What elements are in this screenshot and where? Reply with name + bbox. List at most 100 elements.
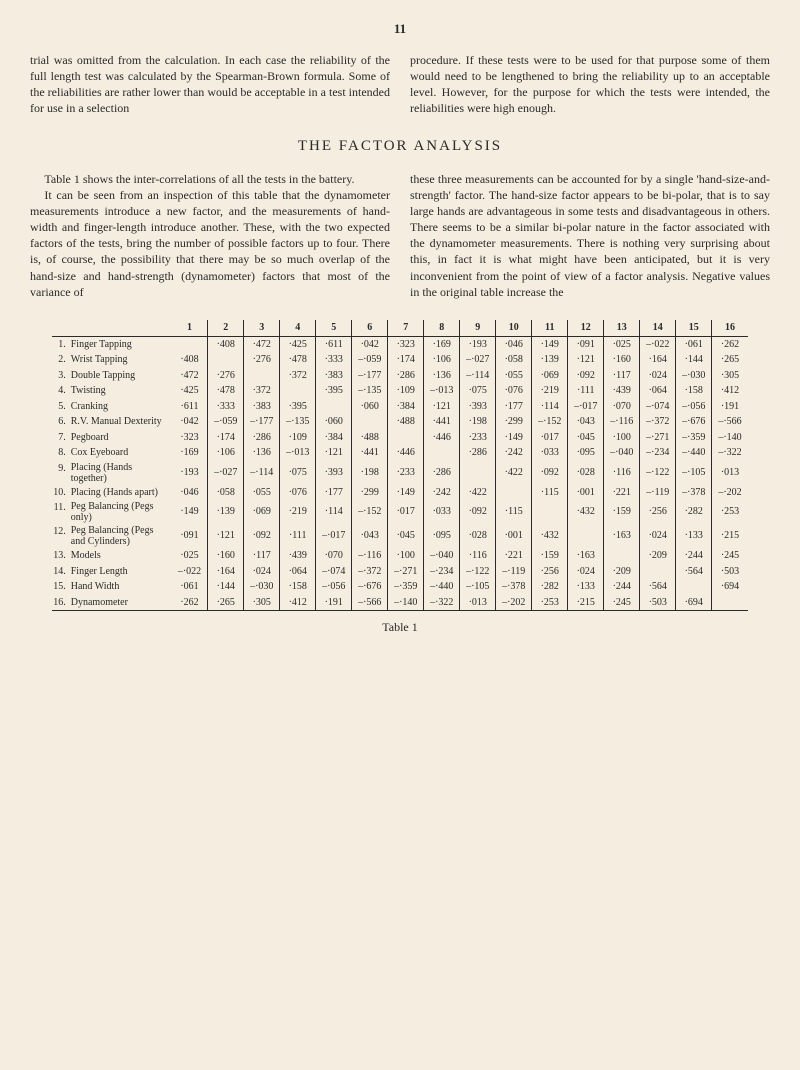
col-header: 5: [316, 320, 352, 336]
cell: ·092: [532, 461, 568, 485]
cell: ·158: [676, 383, 712, 399]
cell: ·025: [172, 548, 208, 564]
cell: –·040: [424, 548, 460, 564]
cell: ·111: [568, 383, 604, 399]
cell: ·262: [172, 595, 208, 611]
row-number: 12.: [52, 524, 70, 548]
cell: [460, 461, 496, 485]
cell: ·286: [244, 430, 280, 446]
cell: –·322: [712, 445, 748, 461]
cell: ·408: [172, 352, 208, 368]
row-number: 6.: [52, 414, 70, 430]
cell: ·174: [208, 430, 244, 446]
cell: –·056: [676, 399, 712, 415]
cell: ·064: [640, 383, 676, 399]
body-left-p2: It can be seen from an inspection of thi…: [30, 187, 390, 300]
cell: ·372: [280, 368, 316, 384]
cell: ·160: [604, 352, 640, 368]
cell: ·121: [424, 399, 460, 415]
cell: ·564: [676, 564, 712, 580]
cell: ·163: [604, 524, 640, 548]
cell: ·256: [640, 500, 676, 524]
cell: [316, 399, 352, 415]
cell: ·121: [316, 445, 352, 461]
cell: ·446: [388, 445, 424, 461]
cell: ·276: [208, 368, 244, 384]
cell: ·478: [280, 352, 316, 368]
cell: ·136: [424, 368, 460, 384]
cell: ·372: [244, 383, 280, 399]
cell: ·115: [532, 485, 568, 501]
table-row: 3.Double Tapping·472·276·372·383–·177·28…: [52, 368, 748, 384]
cell: –·013: [280, 445, 316, 461]
correlation-table: 1 2 3 4 5 6 7 8 9 10 11 12 13 14 15 16 1…: [52, 320, 748, 611]
cell: –·140: [712, 430, 748, 446]
cell: ·383: [316, 368, 352, 384]
cell: –·116: [352, 548, 388, 564]
cell: ·017: [532, 430, 568, 446]
cell: ·276: [244, 352, 280, 368]
cell: ·058: [496, 352, 532, 368]
table-row: 2.Wrist Tapping·408·276·478·333–·059·174…: [52, 352, 748, 368]
cell: ·256: [532, 564, 568, 580]
cell: –·140: [388, 595, 424, 611]
cell: –·566: [712, 414, 748, 430]
cell: ·694: [676, 595, 712, 611]
table-row: 7.Pegboard·323·174·286·109·384·488·446·2…: [52, 430, 748, 446]
cell: ·060: [352, 399, 388, 415]
cell: [424, 445, 460, 461]
cell: ·446: [424, 430, 460, 446]
cell: ·694: [712, 579, 748, 595]
cell: [712, 595, 748, 611]
cell: ·286: [424, 461, 460, 485]
cell: ·425: [280, 336, 316, 352]
table-header-row: 1 2 3 4 5 6 7 8 9 10 11 12 13 14 15 16: [52, 320, 748, 336]
row-label: Cranking: [70, 399, 172, 415]
cell: –·271: [640, 430, 676, 446]
col-header: 13: [604, 320, 640, 336]
cell: [172, 336, 208, 352]
cell: ·116: [460, 548, 496, 564]
cell: ·191: [712, 399, 748, 415]
row-number: 15.: [52, 579, 70, 595]
row-label: Finger Tapping: [70, 336, 172, 352]
cell: ·383: [244, 399, 280, 415]
intro-left: trial was omitted from the calculation. …: [30, 52, 390, 117]
cell: ·069: [244, 500, 280, 524]
cell: ·233: [460, 430, 496, 446]
body-left-p1: Table 1 shows the inter-correlations of …: [30, 171, 390, 187]
row-number: 1.: [52, 336, 70, 352]
cell: ·046: [172, 485, 208, 501]
cell: –·122: [640, 461, 676, 485]
cell: –·074: [640, 399, 676, 415]
cell: ·121: [208, 524, 244, 548]
cell: ·395: [280, 399, 316, 415]
col-header: 10: [496, 320, 532, 336]
body-right: these three measurements can be accounte…: [410, 171, 770, 301]
cell: ·024: [568, 564, 604, 580]
cell: –·122: [460, 564, 496, 580]
table-row: 14.Finger Length–·022·164·024·064–·074–·…: [52, 564, 748, 580]
cell: ·001: [568, 485, 604, 501]
cell: ·564: [640, 579, 676, 595]
row-label: Twisting: [70, 383, 172, 399]
cell: ·106: [424, 352, 460, 368]
cell: ·139: [208, 500, 244, 524]
cell: [496, 485, 532, 501]
intro-right: procedure. If these tests were to be use…: [410, 52, 770, 117]
page-number: 11: [30, 20, 770, 38]
cell: ·091: [172, 524, 208, 548]
cell: –·135: [352, 383, 388, 399]
col-header: 14: [640, 320, 676, 336]
cell: ·393: [316, 461, 352, 485]
cell: [604, 548, 640, 564]
cell: ·144: [208, 579, 244, 595]
cell: ·245: [604, 595, 640, 611]
cell: ·503: [640, 595, 676, 611]
cell: ·221: [604, 485, 640, 501]
cell: ·333: [316, 352, 352, 368]
cell: ·169: [424, 336, 460, 352]
cell: ·177: [316, 485, 352, 501]
cell: –·040: [604, 445, 640, 461]
cell: –·030: [244, 579, 280, 595]
